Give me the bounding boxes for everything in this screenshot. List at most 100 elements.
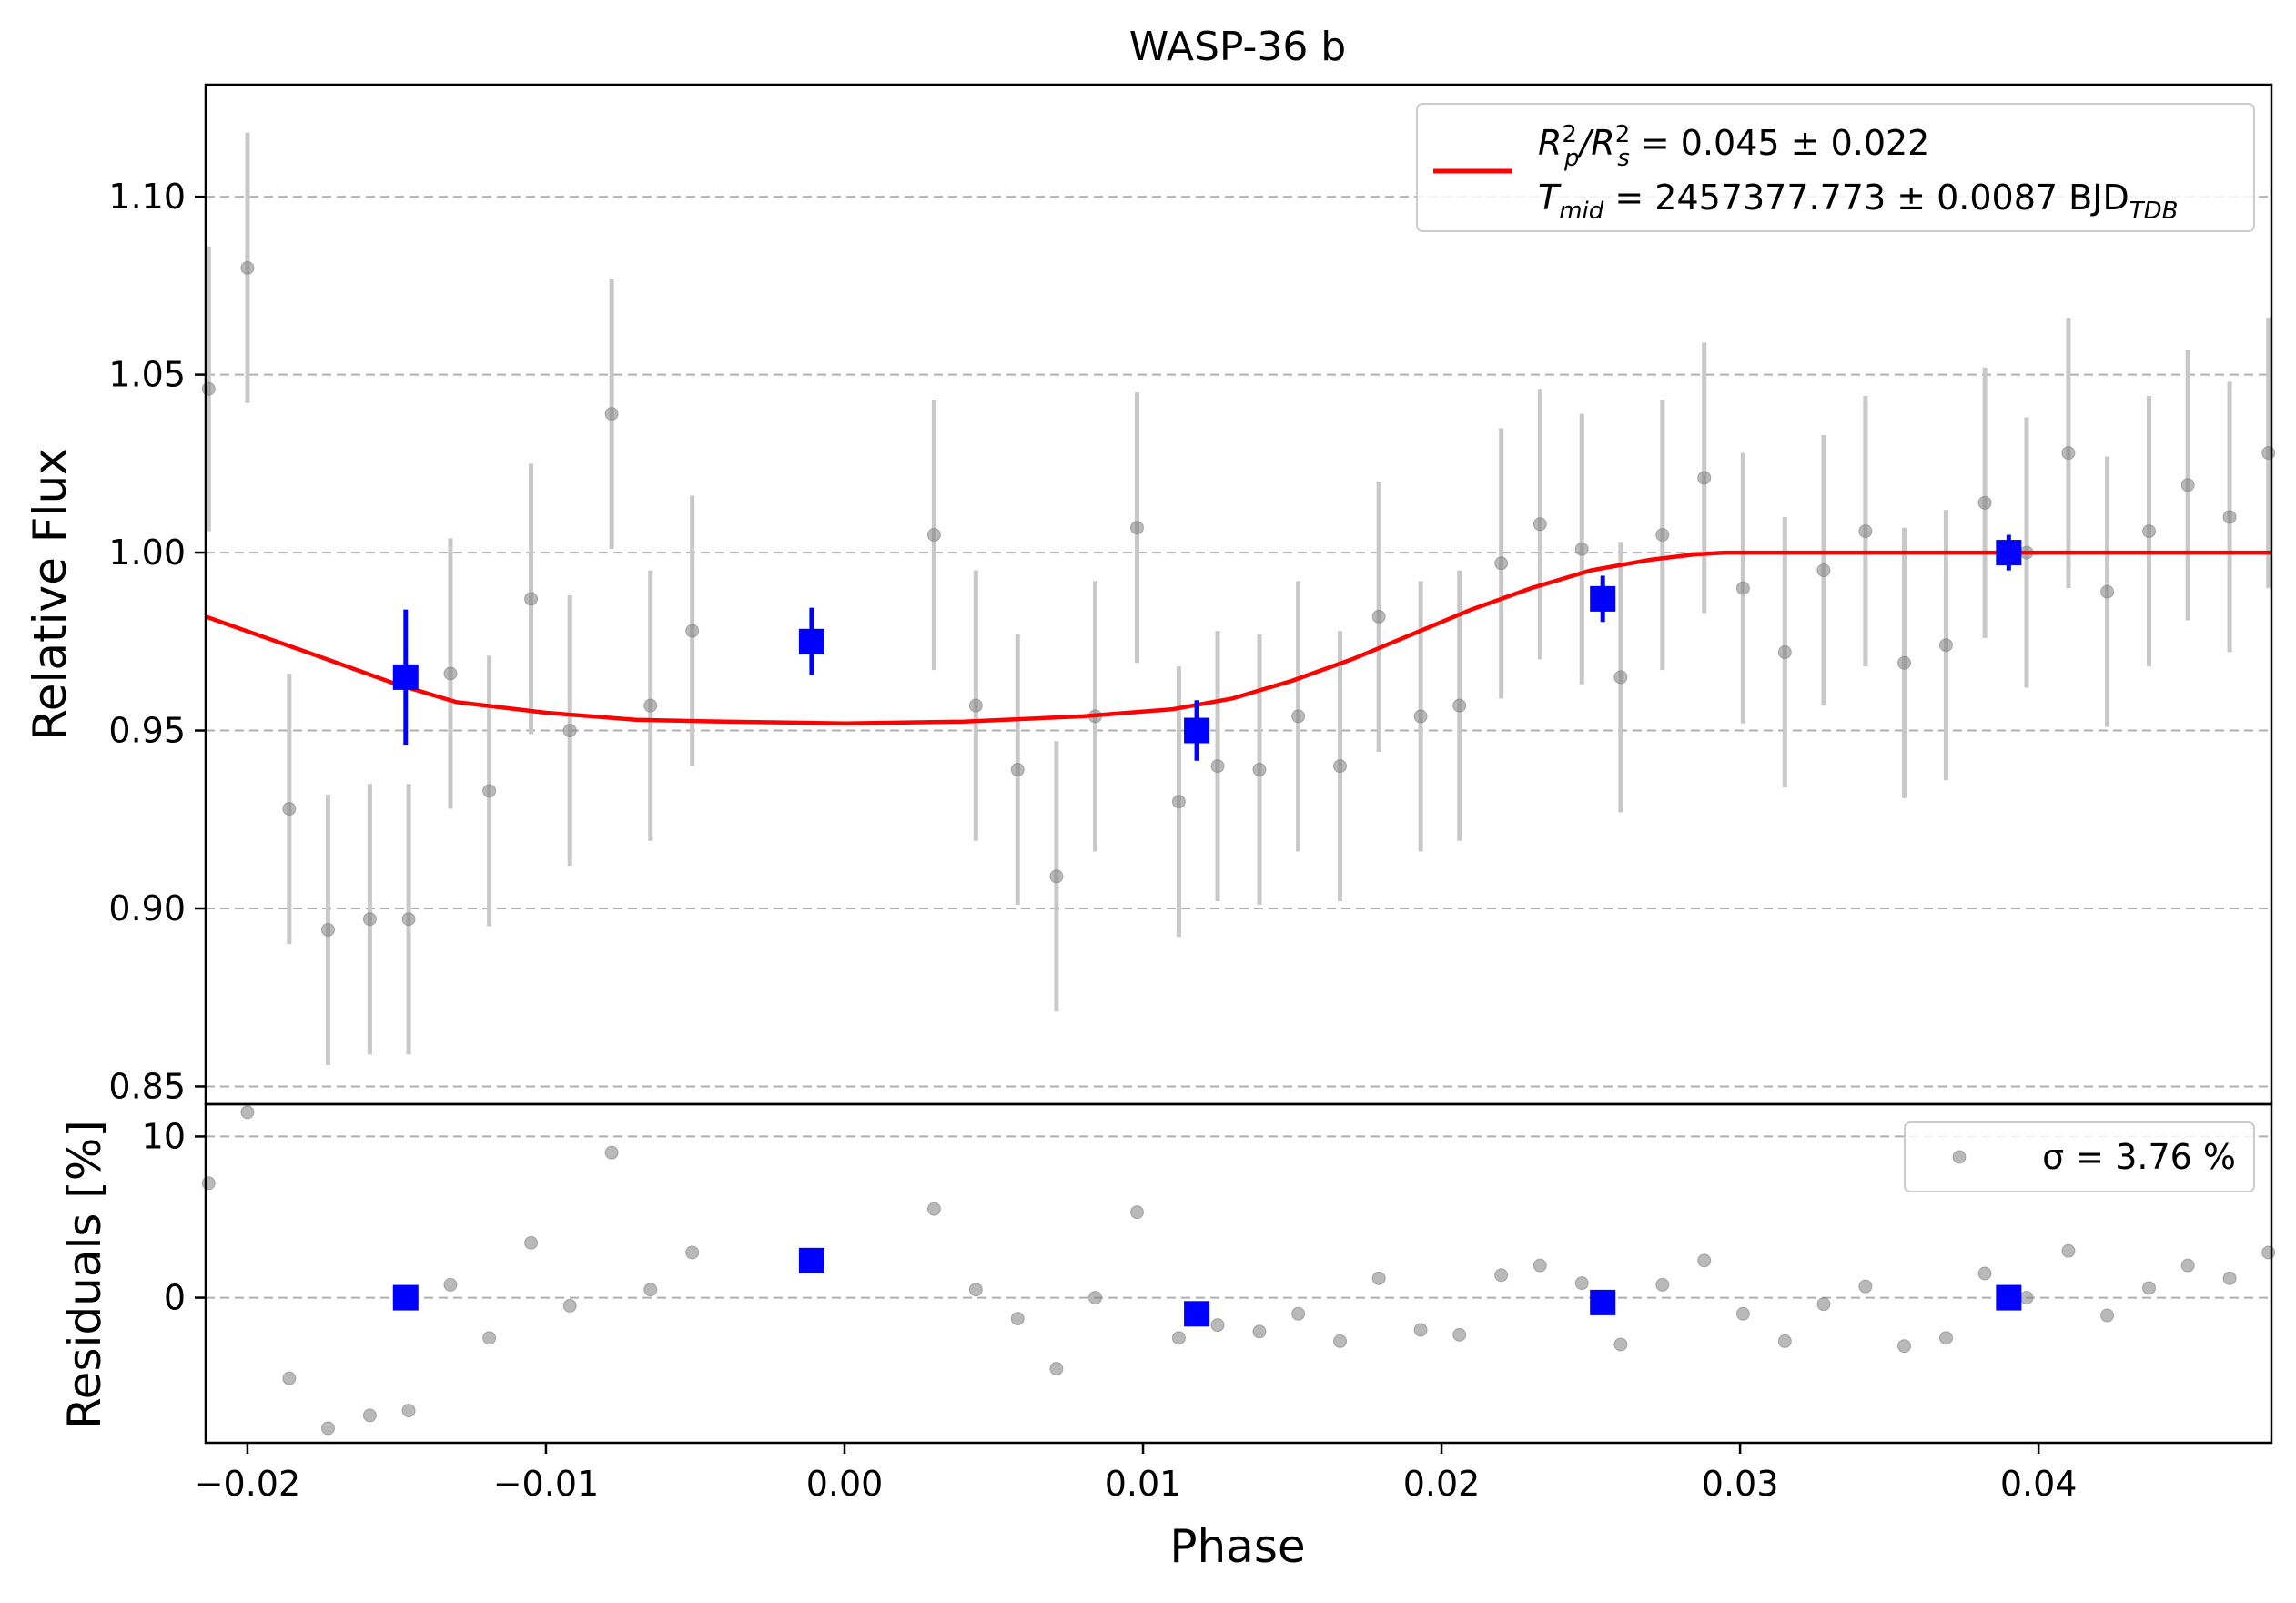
residual-data-point [1049, 1362, 1064, 1376]
residual-data-point [1088, 1291, 1103, 1305]
residual-data-point [1333, 1334, 1348, 1348]
residual-data-point [2061, 1243, 2076, 1258]
flux-y-tick-label: 1.05 [108, 355, 186, 395]
flux-data-point [2180, 478, 2195, 492]
residuals-y-tick-label: 10 [142, 1116, 186, 1156]
residual-data-point [1129, 1205, 1144, 1220]
flux-legend: R2 p/R2 s = 0.045 ± 0.022 Tmid = 2457377.7… [1416, 103, 2255, 232]
flux-y-tick-label: 0.85 [108, 1066, 186, 1106]
flux-data-point [1977, 495, 1992, 510]
residual-data-point [240, 1105, 255, 1120]
flux-data-points [201, 260, 2276, 937]
residual-data-point [1413, 1323, 1428, 1337]
residual-data-point [926, 1202, 941, 1216]
flux-data-point [1413, 709, 1428, 724]
residual-data-point [1171, 1331, 1186, 1345]
flux-data-point [1574, 542, 1589, 556]
flux-data-point [926, 528, 941, 543]
residuals-y-axis-label: Residuals [%] [58, 1120, 111, 1429]
residual-data-point [604, 1145, 619, 1160]
flux-data-point [1697, 471, 1712, 485]
residual-data-point [1897, 1339, 1912, 1354]
residual-data-point [1494, 1268, 1509, 1283]
chart-title: WASP-36 b [1129, 24, 1346, 70]
residual-data-point [1858, 1279, 1873, 1294]
flux-data-point [562, 724, 577, 738]
flux-data-point [362, 912, 377, 927]
x-tick-label: 0.00 [806, 1464, 884, 1504]
flux-panel: 0.85 0.90 0.95 1.00 1.05 1.10 Relative Flux R… [24, 83, 2276, 1106]
flux-data-point [1897, 655, 1912, 670]
residual-data-point [443, 1277, 458, 1292]
residual-data-point [562, 1298, 577, 1313]
flux-data-point [2142, 524, 2157, 539]
flux-data-point [1494, 556, 1509, 571]
residual-data-point [1777, 1334, 1792, 1348]
residual-data-point [2261, 1245, 2276, 1260]
residual-data-point [2142, 1281, 2157, 1295]
residuals-y-tick-label: 0 [164, 1278, 186, 1318]
flux-data-point [2222, 510, 2237, 524]
residual-data-point [482, 1331, 497, 1345]
flux-data-point [1452, 698, 1467, 713]
binned-flux-point [392, 664, 419, 690]
residuals-legend-marker [1952, 1150, 1967, 1164]
residual-data-point [524, 1235, 539, 1250]
residual-data-point [362, 1408, 377, 1423]
residual-data-point [2222, 1271, 2237, 1285]
flux-legend-box [1416, 103, 2255, 232]
flux-data-point [282, 802, 297, 817]
flux-data-point [1010, 763, 1025, 777]
residual-data-point [1613, 1337, 1628, 1352]
flux-y-tick-label: 0.90 [108, 888, 186, 928]
residuals-legend: σ = 3.76 % [1904, 1121, 2255, 1192]
residuals-legend-sigma: σ = 3.76 % [2042, 1137, 2236, 1177]
flux-data-point [968, 698, 983, 713]
residual-data-point [1010, 1312, 1025, 1326]
flux-data-point [443, 666, 458, 681]
flux-y-axis-label: Relative Flux [24, 448, 76, 740]
residual-data-point [1452, 1327, 1467, 1342]
residual-data-point [2019, 1291, 2034, 1305]
x-tick-label: 0.04 [2000, 1464, 2078, 1504]
flux-data-point [320, 922, 335, 937]
residual-data-point [968, 1283, 983, 1297]
flux-data-point [1613, 670, 1628, 685]
flux-data-point [1171, 795, 1186, 809]
flux-data-point [643, 698, 658, 713]
residual-data-point [1291, 1306, 1306, 1321]
binned-residual-point [798, 1247, 824, 1273]
binned-flux-point [798, 628, 824, 654]
x-axis-label: Phase [1169, 1520, 1305, 1573]
x-tick-label: −0.02 [195, 1464, 300, 1504]
residuals-panel: 0 10 Residuals [%] σ = 3.76 % [58, 1102, 2276, 1445]
flux-data-point [2261, 446, 2276, 461]
residuals-panel-frame [204, 1102, 2273, 1445]
flux-y-ticks: 0.85 0.90 0.95 1.00 1.05 1.10 [108, 177, 206, 1106]
flux-data-point [401, 912, 416, 927]
flux-data-point [1938, 638, 1953, 653]
flux-data-point [1735, 581, 1750, 595]
binned-residual-point [1996, 1284, 2022, 1311]
flux-data-point [1252, 763, 1267, 777]
flux-data-point [1777, 645, 1792, 660]
residual-data-point [2100, 1308, 2115, 1323]
residual-data-point [320, 1421, 335, 1436]
flux-data-point [1858, 524, 1873, 539]
residual-data-point [1816, 1297, 1831, 1312]
flux-data-point [2061, 446, 2076, 461]
residuals-legend-box [1904, 1121, 2255, 1192]
model-curve [205, 550, 2271, 725]
flux-data-point [524, 592, 539, 606]
flux-data-point [1371, 609, 1386, 624]
flux-data-point [1210, 759, 1225, 774]
flux-data-point [1816, 563, 1831, 578]
flux-data-point [1291, 709, 1306, 724]
x-axis-ticks: −0.02 −0.01 0.00 0.01 0.02 0.03 0.04 [195, 1443, 2078, 1504]
residual-data-point [1735, 1306, 1750, 1321]
residual-data-point [1938, 1331, 1953, 1345]
residual-data-point [282, 1371, 297, 1385]
residual-data-point [1371, 1271, 1386, 1285]
flux-data-point [1129, 521, 1144, 535]
residual-data-point [1532, 1258, 1547, 1273]
